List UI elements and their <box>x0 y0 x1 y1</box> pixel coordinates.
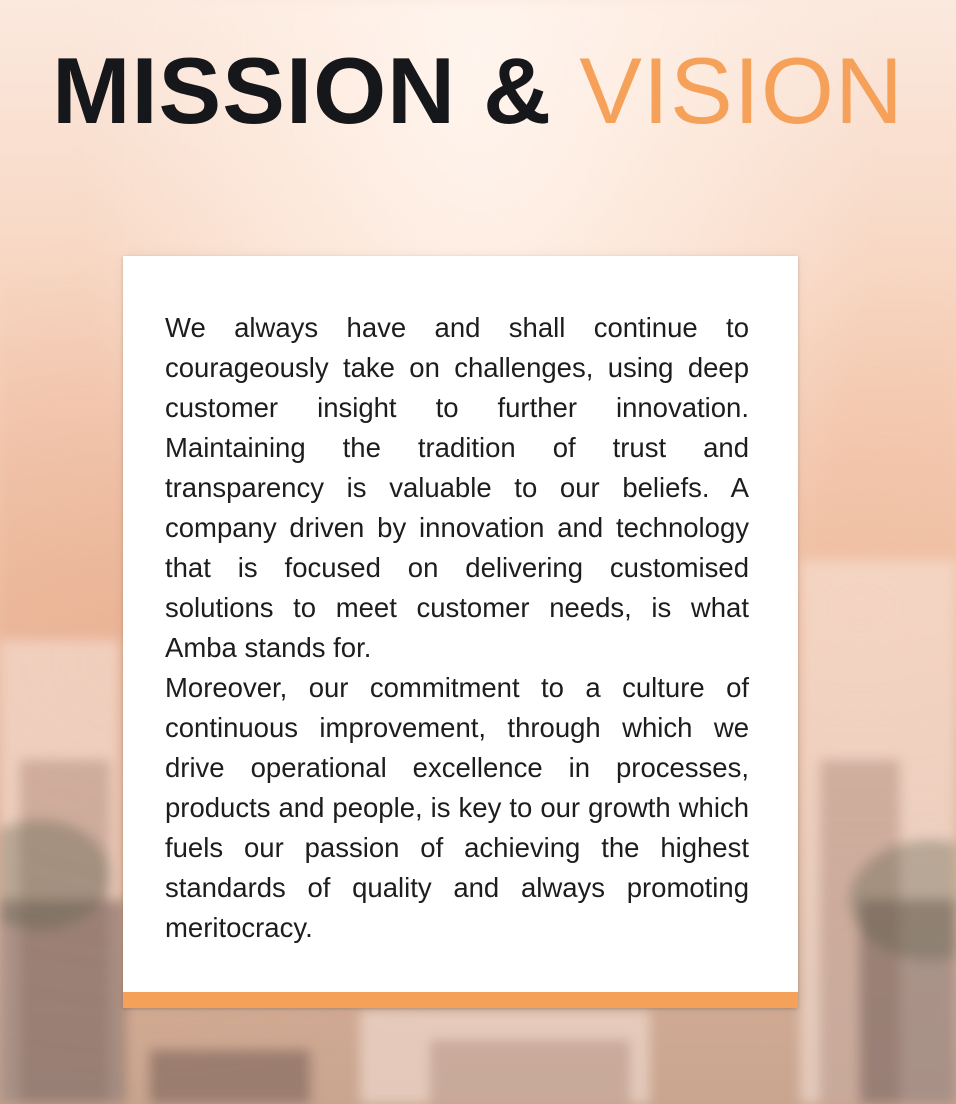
background-building <box>820 760 900 1104</box>
mission-card: We always have and shall continue to cou… <box>123 256 798 1008</box>
page-title: MISSION & VISION <box>0 36 956 146</box>
background-building <box>0 900 125 1104</box>
card-accent-bar <box>123 992 798 1008</box>
mission-text: We always have and shall continue to cou… <box>165 308 749 948</box>
mission-paragraph: We always have and shall continue to cou… <box>165 312 749 663</box>
background-building <box>0 640 120 1104</box>
background-building <box>360 1010 650 1104</box>
commitment-paragraph: Moreover, our commitment to a culture of… <box>165 672 749 943</box>
background-building <box>430 1040 630 1104</box>
title-mission: MISSION & <box>52 38 553 143</box>
background-building <box>860 900 956 1104</box>
background-building <box>800 560 956 1104</box>
title-vision: VISION <box>579 38 904 143</box>
background-building <box>150 1050 310 1104</box>
background-tree <box>0 820 110 930</box>
background-building <box>20 760 110 1104</box>
